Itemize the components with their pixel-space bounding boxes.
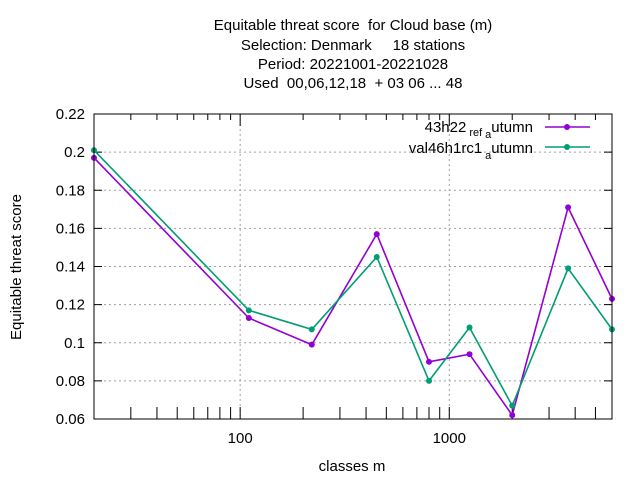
- data-point-1-2: [245, 314, 252, 321]
- plot-frame: [93, 113, 613, 420]
- chart-subtitle-used: Used 00,06,12,18 + 03 06 ... 48: [243, 75, 463, 92]
- legend-marker-1: [564, 124, 570, 130]
- x-tick-label: 1000: [433, 430, 466, 447]
- axes: 0.06 0.08 0.1 0.12 0.14 0.16 0.18 0.2 0.22 100 100…: [56, 106, 613, 447]
- y-tick-label: 0.16: [56, 220, 85, 237]
- data-point-2-7: [509, 402, 516, 409]
- y-tick-label: 0.12: [56, 297, 85, 314]
- data-point-1-4: [373, 231, 380, 238]
- legend-label-1: 43h22 ref autumn: [425, 119, 533, 141]
- y-tick-label: 0.1: [64, 335, 85, 352]
- legend-marker-2: [564, 144, 570, 150]
- y-tick-label: 0.06: [56, 411, 85, 428]
- y-tick-label: 0.18: [56, 182, 85, 199]
- y-axis-label: Equitable threat score: [8, 194, 25, 340]
- data-point-2-5: [426, 377, 433, 384]
- chart-subtitle-selection: Selection: Denmark 18 stations: [240, 37, 466, 54]
- data-point-2-8: [565, 265, 572, 272]
- data-point-2-6: [466, 324, 473, 331]
- legend-entry-1: 43h22 ref autumn: [425, 119, 590, 141]
- x-axis-label: classes m: [319, 458, 386, 475]
- data-point-1-8: [565, 204, 572, 211]
- data-point-2-4: [373, 253, 380, 260]
- y-tick-label: 0.08: [56, 373, 85, 390]
- series-line-2: [93, 149, 613, 408]
- data-point-1-7: [509, 412, 516, 419]
- grid: [94, 114, 612, 419]
- legend: 43h22 ref autumn val46h1rc1 autumn: [409, 119, 590, 162]
- chart-subtitle-period: Period: 20221001-20221028: [257, 56, 449, 73]
- legend-label-2: val46h1rc1 autumn: [409, 140, 533, 162]
- data-point-1-6: [466, 351, 473, 358]
- y-tick-label: 0.22: [56, 106, 85, 123]
- chart-title: Equitable threat score for Cloud base (m…: [213, 17, 493, 34]
- x-tick-label: 100: [228, 430, 253, 447]
- legend-entry-2: val46h1rc1 autumn: [409, 140, 590, 162]
- y-tick-label: 0.14: [56, 259, 85, 276]
- data-point-2-2: [245, 307, 252, 314]
- data-point-1-5: [426, 358, 433, 365]
- data-point-1-3: [308, 341, 315, 348]
- series: [91, 147, 615, 419]
- series-line-1: [93, 157, 613, 418]
- y-tick-label: 0.2: [64, 144, 85, 161]
- data-point-2-3: [308, 326, 315, 333]
